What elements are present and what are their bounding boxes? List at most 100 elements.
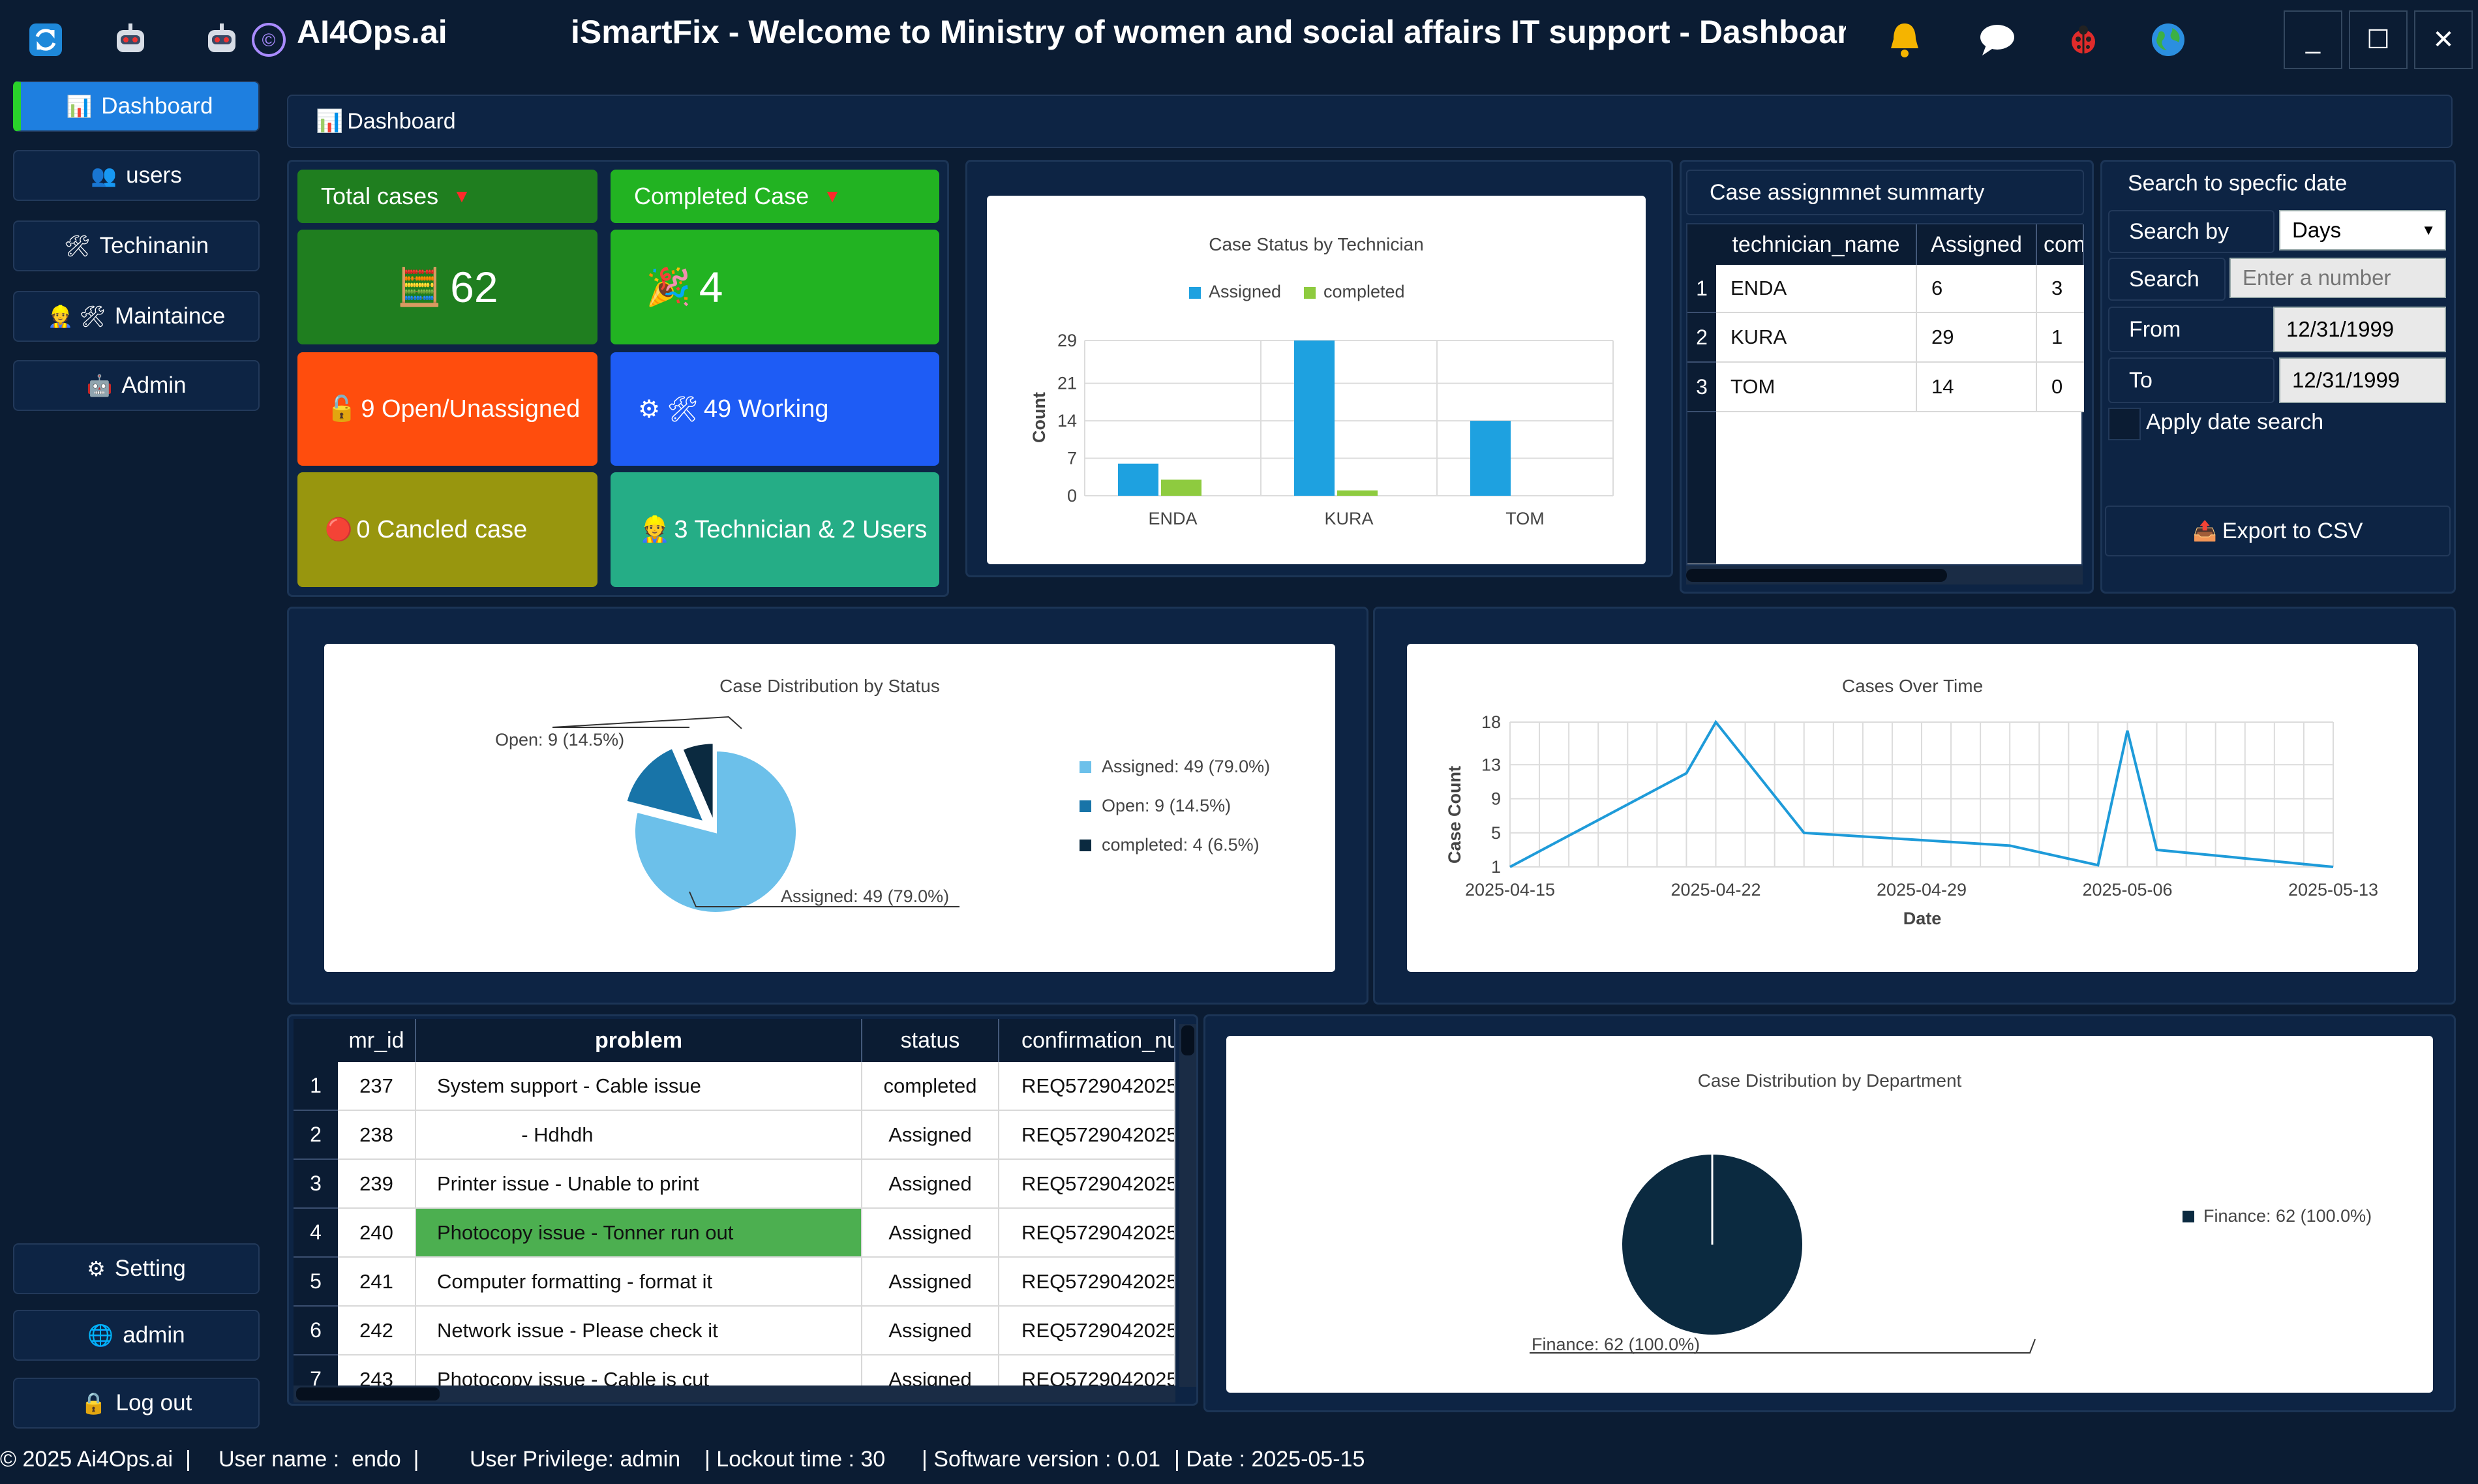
label-leader-line [552, 716, 742, 729]
scrollbar-thumb[interactable] [1686, 569, 1947, 582]
scrollbar-thumb[interactable] [296, 1387, 440, 1401]
working-tile[interactable]: ⚙ 🛠 49 Working [611, 352, 939, 466]
sidebar-item-techinanin[interactable]: 🛠 Techinanin [13, 220, 260, 271]
col-confirmation-number[interactable]: confirmation_number [999, 1019, 1175, 1062]
legend-label-assigned: Assigned [1209, 282, 1281, 301]
sidebar-item-label: Maintaince [115, 303, 226, 329]
apply-date-search-label: Apply date search [2146, 410, 2324, 434]
table-row[interactable]: 239 Printer issue - Unable to print Assign… [338, 1160, 1175, 1209]
minimize-button[interactable]: _ [2284, 10, 2342, 69]
cell-assigned: 14 [1917, 363, 2037, 411]
legend-swatch-open [1080, 800, 1091, 812]
window-title: iSmartFix - Welcome to Ministry of women… [571, 14, 1846, 50]
sidebar-item-setting[interactable]: ⚙ Setting [13, 1243, 260, 1294]
table-row[interactable]: 237 System support - Cable issue completed… [338, 1062, 1175, 1111]
bell-icon[interactable] [1884, 17, 1926, 63]
sidebar-item-maintaince[interactable]: 👷 🛠 Maintaince [13, 291, 260, 342]
cases-horizontal-scrollbar[interactable] [294, 1386, 1175, 1402]
x-tick-label: 2025-04-15 [1465, 880, 1555, 900]
y-tick-label: 0 [1067, 486, 1077, 506]
sidebar-item-label: Setting [114, 1256, 186, 1281]
table-row[interactable]: 238 - Hdhdh Assigned REQ57290420251 [338, 1111, 1175, 1160]
line-chart-card: Cases Over Time Case Count Date 1 5 9 13 18 … [1407, 644, 2418, 972]
col-assigned[interactable]: Assigned [1917, 224, 2037, 265]
open-unassigned-tile[interactable]: 🔓 9 Open/Unassigned [297, 352, 597, 466]
row-number: 3 [1687, 363, 1716, 412]
chart-title: Case Status by Technician [1209, 234, 1423, 254]
table-row[interactable]: 240 Photocopy issue - Tonner run out Assig… [338, 1209, 1175, 1258]
apply-date-search-checkbox[interactable] [2108, 408, 2141, 440]
completed-case-value: 4 [699, 263, 723, 311]
col-problem[interactable]: problem [416, 1019, 862, 1062]
lock-icon: 🔒 [80, 1391, 107, 1415]
refresh-icon[interactable] [27, 17, 64, 63]
table-row[interactable]: 241 Computer formatting - format it Assign… [338, 1258, 1175, 1307]
to-date-picker[interactable]: 12/31/1999 [2279, 357, 2446, 403]
total-cases-value: 62 [450, 263, 498, 311]
total-cases-header[interactable]: Total cases ▼ [297, 170, 597, 223]
completed-case-header[interactable]: Completed Case ▼ [611, 170, 939, 223]
col-status[interactable]: status [862, 1019, 999, 1062]
cell-status: Assigned [862, 1209, 999, 1256]
gear-tools-icon: ⚙ 🛠 [638, 395, 699, 423]
table-row[interactable]: 242 Network issue - Please check it Assign… [338, 1307, 1175, 1355]
chart-title: Cases Over Time [1842, 676, 1983, 696]
legend-label-finance: Finance: 62 (100.0%) [2203, 1206, 2372, 1226]
sidebar-item-admin[interactable]: 🤖 Admin [13, 360, 260, 411]
close-button[interactable]: ✕ [2414, 10, 2473, 69]
table-row[interactable]: TOM 14 0 [1716, 363, 2084, 412]
legend-label-completed: completed [1323, 282, 1405, 301]
cases-vertical-scrollbar[interactable] [1179, 1024, 1196, 1387]
search-by-label: Search by [2108, 210, 2274, 253]
export-csv-button[interactable]: 📤 Export to CSV [2105, 506, 2451, 556]
x-tick-label: 2025-05-06 [2082, 880, 2172, 900]
scrollbar-thumb[interactable] [1181, 1025, 1194, 1055]
robot-icon[interactable] [110, 17, 151, 63]
table-row[interactable]: ENDA 6 3 [1716, 265, 2084, 313]
sidebar-item-label: Dashboard [101, 93, 213, 119]
globe-icon[interactable] [2147, 17, 2189, 63]
ladybug-icon[interactable] [2062, 17, 2104, 63]
search-number-input[interactable] [2229, 258, 2446, 298]
row-number: 7 [294, 1355, 338, 1386]
bar-completed-kura [1337, 490, 1378, 496]
technician-users-tile[interactable]: 👷 3 Technician & 2 Users [611, 472, 939, 587]
from-date-picker[interactable]: 12/31/1999 [2273, 307, 2446, 352]
footer-date: | Date : 2025-05-15 [1174, 1447, 1365, 1472]
sidebar-item-users[interactable]: 👥 users [13, 150, 260, 201]
sidebar-item-admin-user[interactable]: 🌐 admin [13, 1310, 260, 1361]
chart-icon: 📊 [66, 95, 93, 118]
col-mr-id[interactable]: mr_id [338, 1019, 416, 1062]
maximize-button[interactable]: ☐ [2349, 10, 2408, 69]
cell-problem: Network issue - Please check it [416, 1307, 862, 1354]
cell-problem: - Hdhdh [416, 1111, 862, 1158]
open-unassigned-label: 9 Open/Unassigned [361, 395, 581, 423]
completed-case-tile: 🎉 4 [611, 230, 939, 344]
technician-users-label: 3 Technician & 2 Users [674, 515, 928, 543]
chat-bubble-icon[interactable] [1976, 17, 2018, 63]
cell-status: Assigned [862, 1160, 999, 1207]
row-number: 2 [1687, 313, 1716, 363]
worker-icon: 👷 [639, 516, 671, 543]
cell-technician: KURA [1716, 313, 1917, 361]
summary-horizontal-scrollbar[interactable] [1686, 566, 2083, 584]
department-pie-card: Case Distribution by Department Finance:… [1226, 1036, 2433, 1393]
cell-mr-id: 237 [338, 1062, 416, 1110]
canceled-case-tile[interactable]: 🔴 0 Cancled case [297, 472, 597, 587]
logout-button[interactable]: 🔒 Log out [13, 1378, 260, 1429]
status-bar: © 2025 Ai4Ops.ai | User name : endo | Us… [0, 1435, 2478, 1484]
col-technician-name[interactable]: technician_name [1716, 224, 1917, 265]
row-number: 6 [294, 1307, 338, 1355]
sidebar-item-label: Admin [121, 372, 187, 398]
y-tick-label: 13 [1481, 755, 1501, 774]
cell-problem: Photocopy issue - Tonner run out [416, 1209, 862, 1256]
table-row[interactable]: KURA 29 1 [1716, 313, 2084, 363]
footer-user-name: User name : endo | [219, 1447, 419, 1472]
search-by-select[interactable]: Days ▼ [2279, 210, 2446, 250]
cases-table-header: mr_id problem status confirmation_number [338, 1019, 1175, 1062]
col-completed[interactable]: completed [2037, 224, 2084, 265]
summary-title: Case assignmnet summarty [1686, 170, 2084, 215]
sidebar-item-dashboard[interactable]: 📊 Dashboard [13, 81, 260, 132]
table-row[interactable]: 243 Photocopy issue - Cable is cut Assigne… [338, 1355, 1175, 1386]
search-by-value: Days [2292, 218, 2342, 242]
